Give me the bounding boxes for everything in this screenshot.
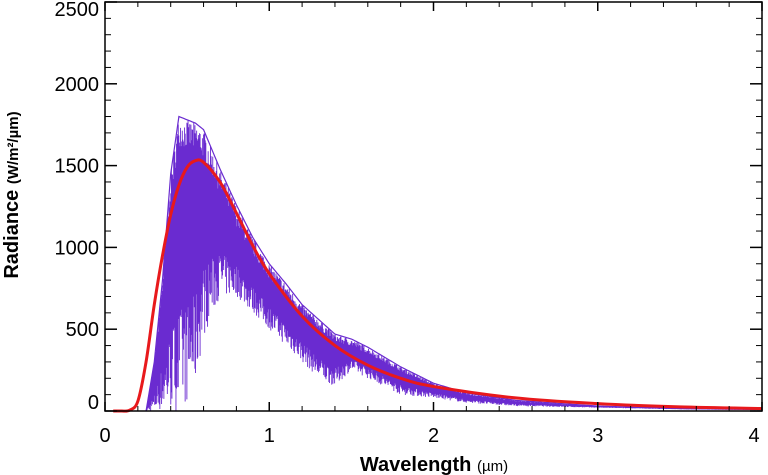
x-tick-label: 2	[428, 425, 439, 447]
series-blackbody	[113, 158, 763, 413]
x-tick-label: 1	[264, 425, 275, 447]
x-axis: 0 1 2 3 4	[99, 2, 763, 447]
x-tick-label: 0	[99, 425, 110, 447]
series-spectrum-lines	[146, 120, 763, 411]
x-tick-label: 3	[592, 425, 603, 447]
y-tick-label: 0	[88, 392, 99, 414]
y-axis-title-unit: (W/m²/µm)	[5, 111, 22, 184]
series-spectrum	[145, 115, 763, 412]
x-axis-title-text: Wavelength	[360, 454, 472, 475]
x-tick-label: 4	[748, 425, 759, 447]
x-axis-title-unit: (µm)	[477, 458, 508, 475]
y-tick-label: 500	[66, 319, 99, 341]
y-axis-title: Radiance (W/m²/µm)	[1, 111, 23, 278]
y-axis: 0 500 1000 1500 2000 2500	[55, 0, 762, 414]
y-tick-label: 1500	[55, 156, 100, 178]
y-tick-label: 1000	[55, 237, 100, 259]
y-tick-label: 2500	[55, 0, 100, 21]
y-axis-title-text: Radiance	[1, 190, 23, 279]
plot-area	[104, 1, 763, 413]
y-tick-label: 2000	[55, 74, 100, 96]
x-axis-title: Wavelength (µm)	[360, 454, 508, 475]
